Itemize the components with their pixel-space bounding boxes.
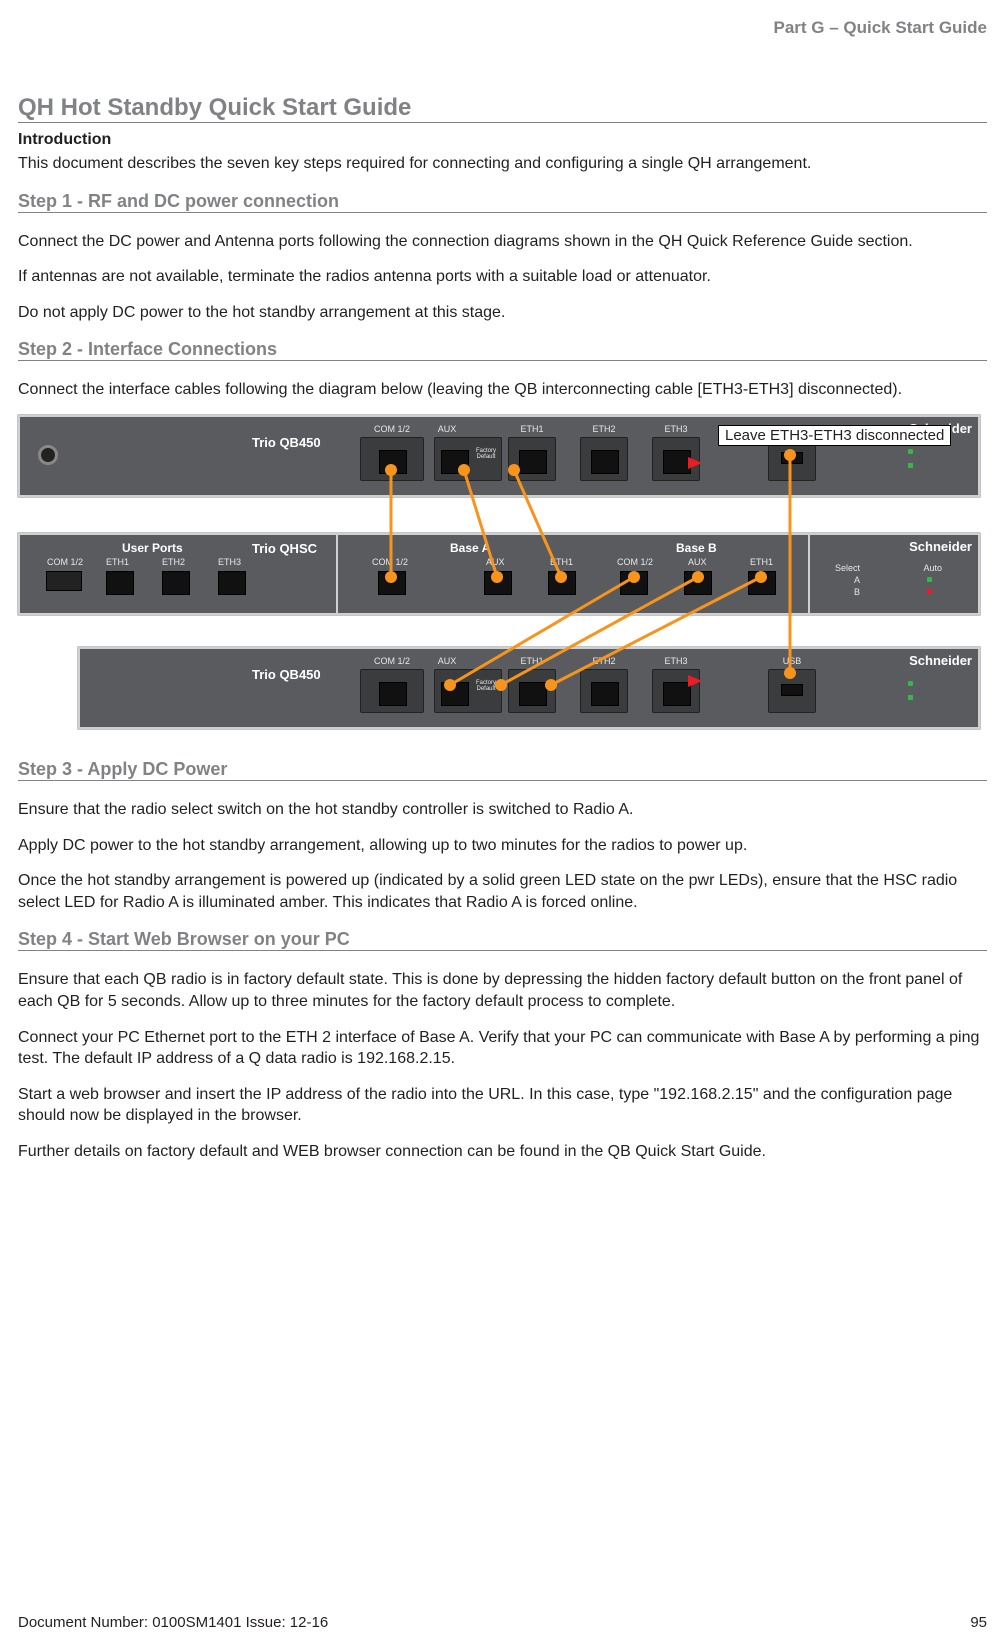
qhsc-eth3: ETH3	[218, 557, 241, 567]
step2-p1: Connect the interface cables following t…	[18, 379, 987, 401]
qhsc-auto: Auto	[923, 563, 942, 573]
top-port-eth1: ETH1	[509, 424, 555, 434]
footer-pagenum: 95	[970, 1614, 987, 1631]
step3-title: Step 3 - Apply DC Power	[18, 759, 987, 781]
top-port-com: COM 1/2	[361, 424, 423, 434]
red-arrow-bottom	[688, 675, 702, 687]
qhsc-com: COM 1/2	[40, 557, 90, 567]
step1-p3: Do not apply DC power to the hot standby…	[18, 302, 987, 324]
baseA-eth1: ETH1	[550, 557, 573, 567]
top-model-label: Trio QB450	[252, 435, 321, 450]
step2-title: Step 2 - Interface Connections	[18, 339, 987, 361]
baseA-com: COM 1/2	[365, 557, 415, 567]
bottom-port-eth2: ETH2	[581, 656, 627, 666]
step3-p2: Apply DC power to the hot standby arrang…	[18, 835, 987, 857]
device-bottom-qb450: Trio QB450 Schneider COM 1/2 AUX Factory…	[78, 647, 980, 729]
bottom-port-eth3: ETH3	[653, 656, 699, 666]
step1-title: Step 1 - RF and DC power connection	[18, 191, 987, 213]
bottom-brand-label: Schneider	[909, 653, 972, 668]
intro-text: This document describes the seven key st…	[18, 153, 987, 175]
qhsc-select: Select	[835, 563, 860, 573]
baseB-aux: AUX	[688, 557, 707, 567]
step3-p1: Ensure that the radio select switch on t…	[18, 799, 987, 821]
qhsc-baseB-label: Base B	[676, 541, 717, 555]
step3-p3: Once the hot standby arrangement is powe…	[18, 870, 987, 913]
qhsc-eth1: ETH1	[106, 557, 129, 567]
bottom-port-aux: AUX	[429, 656, 465, 666]
bottom-port-usb: USB	[769, 656, 815, 666]
qhsc-baseA-label: Base A	[450, 541, 490, 555]
header-part-label: Part G – Quick Start Guide	[18, 18, 987, 38]
top-port-eth2: ETH2	[581, 424, 627, 434]
bottom-factory-default: Factory Default	[473, 680, 499, 692]
intro-heading: Introduction	[18, 131, 987, 149]
qhsc-model-label: Trio QHSC	[252, 541, 317, 556]
step4-p3: Start a web browser and insert the IP ad…	[18, 1084, 987, 1127]
document-title: QH Hot Standby Quick Start Guide	[18, 94, 987, 123]
bottom-port-eth1: ETH1	[509, 656, 555, 666]
footer-docnum: Document Number: 0100SM1401 Issue: 12-16	[18, 1614, 328, 1631]
top-port-aux: AUX	[429, 424, 465, 434]
qhsc-eth2: ETH2	[162, 557, 185, 567]
step1-p2: If antennas are not available, terminate…	[18, 266, 987, 288]
baseA-aux: AUX	[486, 557, 505, 567]
bottom-port-com: COM 1/2	[361, 656, 423, 666]
step4-p2: Connect your PC Ethernet port to the ETH…	[18, 1027, 987, 1070]
qhsc-userports-label: User Ports	[122, 541, 183, 555]
qhsc-brand-label: Schneider	[909, 539, 972, 554]
step4-title: Step 4 - Start Web Browser on your PC	[18, 929, 987, 951]
step4-p1: Ensure that each QB radio is in factory …	[18, 969, 987, 1012]
baseB-com: COM 1/2	[610, 557, 660, 567]
callout-disconnect: Leave ETH3-ETH3 disconnected	[718, 425, 951, 446]
top-port-eth3: ETH3	[653, 424, 699, 434]
bottom-model-label: Trio QB450	[252, 667, 321, 682]
device-qhsc: User Ports Trio QHSC COM 1/2 ETH1 ETH2 E…	[18, 533, 980, 615]
baseB-eth1: ETH1	[750, 557, 773, 567]
step4-p4: Further details on factory default and W…	[18, 1141, 987, 1163]
top-factory-default: Factory Default	[473, 448, 499, 460]
page-footer: Document Number: 0100SM1401 Issue: 12-16…	[18, 1614, 987, 1631]
step1-p1: Connect the DC power and Antenna ports f…	[18, 231, 987, 253]
connection-diagram: Trio QB450 Schneider COM 1/2 AUX Factory…	[18, 415, 980, 735]
red-arrow-top	[688, 457, 702, 469]
